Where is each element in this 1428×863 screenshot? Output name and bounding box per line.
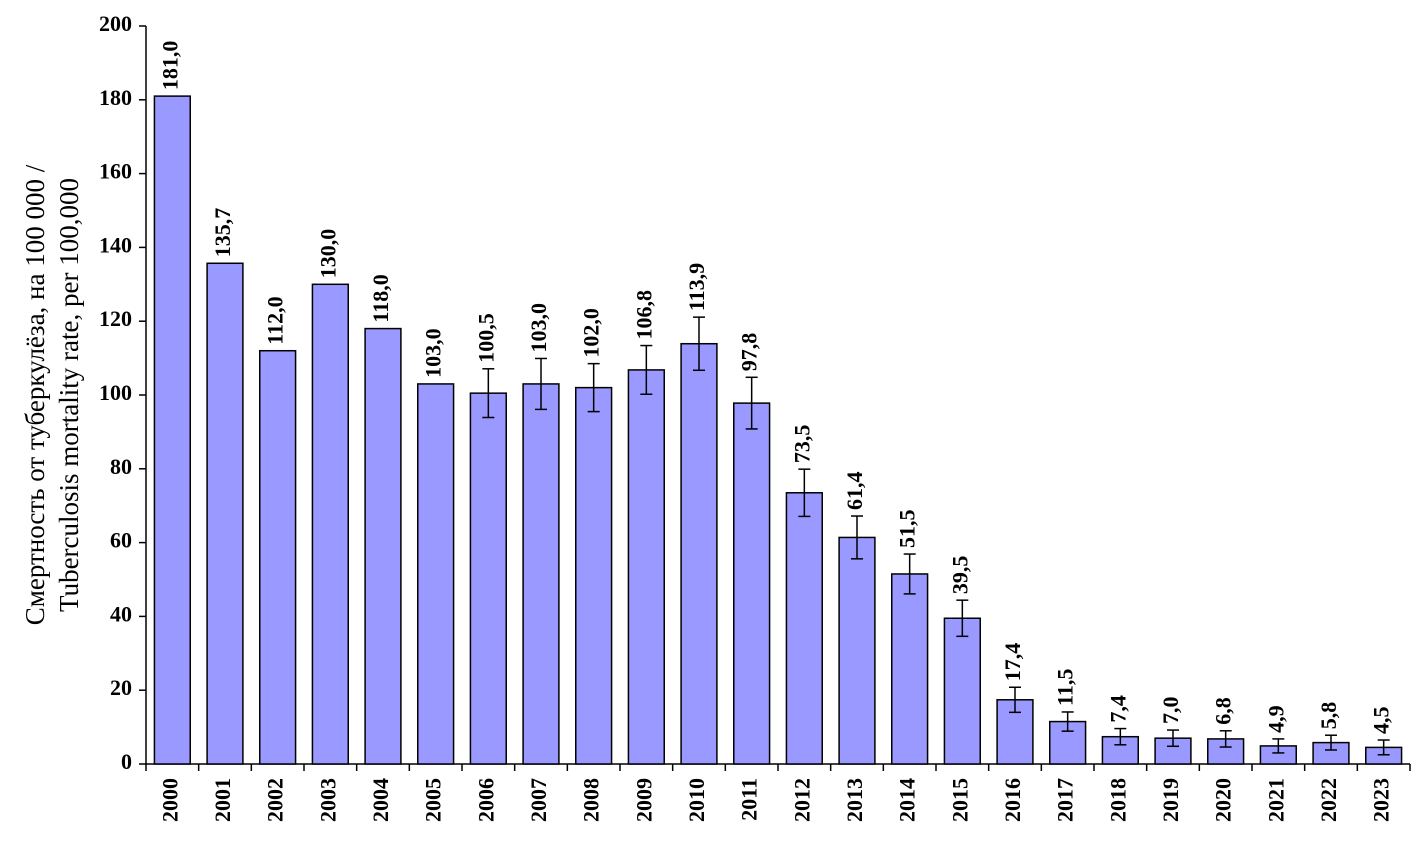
error-bar	[587, 362, 600, 413]
value-label: 7,4	[1105, 695, 1130, 723]
error-bar	[1272, 738, 1285, 754]
value-label: 4,5	[1369, 707, 1394, 735]
value-label: 7,0	[1158, 697, 1183, 725]
bar	[417, 383, 455, 765]
value-label: 130,0	[315, 229, 340, 279]
error-bar	[693, 316, 705, 372]
value-label: 11,5	[1053, 669, 1078, 706]
y-axis-label: Tuberculosis mortality rate, per 100,000	[54, 178, 84, 612]
value-label: 102,0	[579, 308, 604, 358]
x-tick-label: 2017	[1053, 778, 1078, 822]
bar	[575, 386, 613, 765]
value-label: 135,7	[210, 208, 235, 258]
x-tick-label: 2011	[737, 778, 762, 821]
value-label: 17,4	[1000, 643, 1025, 682]
x-tick-label: 2019	[1158, 778, 1183, 822]
x-tick-label: 2007	[526, 778, 551, 822]
bar	[891, 573, 929, 765]
bar	[259, 349, 297, 765]
bar	[153, 95, 191, 765]
value-label: 51,5	[895, 510, 920, 549]
value-label: 100,5	[473, 313, 498, 363]
x-tick-label: 2005	[421, 778, 446, 822]
error-bar	[798, 468, 811, 518]
value-label: 103,0	[421, 328, 446, 378]
x-tick-label: 2012	[789, 778, 814, 822]
bar	[680, 342, 718, 765]
error-bar	[1167, 729, 1179, 748]
error-bar	[956, 599, 969, 638]
x-tick-label: 2008	[579, 778, 604, 822]
x-tick-label: 2006	[473, 778, 498, 822]
bar	[838, 536, 876, 765]
x-tick-label: 2013	[842, 778, 867, 822]
value-label: 61,4	[842, 472, 867, 511]
x-tick-label: 2018	[1105, 778, 1130, 822]
error-bar	[903, 553, 916, 595]
error-bar	[1009, 686, 1021, 714]
error-bar	[1219, 730, 1232, 748]
bar	[364, 327, 402, 765]
bar	[206, 262, 244, 765]
x-tick-label: 2016	[1000, 778, 1025, 822]
y-tick-label: 20	[110, 675, 132, 700]
error-bar	[1377, 739, 1390, 756]
value-label: 97,8	[737, 333, 762, 372]
x-tick-label: 2003	[315, 778, 340, 822]
y-tick-label: 160	[99, 159, 132, 184]
y-tick-label: 180	[99, 85, 132, 110]
x-tick-label: 2015	[947, 778, 972, 822]
y-tick-label: 100	[99, 380, 132, 405]
x-tick-label: 2022	[1316, 778, 1341, 822]
y-axis-label: Смертность от туберкулёза, на 100 000 /	[20, 164, 50, 625]
y-tick-label: 40	[110, 601, 132, 626]
bar	[627, 369, 665, 765]
bar	[785, 492, 823, 765]
y-tick-label: 80	[110, 454, 132, 479]
value-label: 181,0	[157, 41, 182, 91]
error-bar	[1061, 711, 1074, 732]
x-tick-label: 2002	[263, 778, 288, 822]
x-tick-label: 2004	[368, 778, 393, 822]
error-bar	[640, 344, 653, 396]
error-bar	[1325, 734, 1337, 751]
error-bar	[535, 357, 547, 411]
bar	[522, 383, 560, 765]
value-label: 112,0	[263, 296, 288, 344]
value-label: 39,5	[947, 556, 972, 595]
value-label: 73,5	[789, 425, 814, 464]
value-label: 118,0	[368, 274, 393, 322]
value-label: 103,0	[526, 303, 551, 353]
bar	[469, 392, 507, 765]
bar	[733, 402, 771, 765]
y-tick-label: 120	[99, 306, 132, 331]
y-tick-label: 0	[121, 749, 132, 774]
x-tick-label: 2020	[1211, 778, 1236, 822]
x-tick-label: 2009	[631, 778, 656, 822]
bar	[943, 617, 981, 765]
bar	[311, 283, 349, 765]
y-tick-label: 140	[99, 232, 132, 257]
y-tick-label: 60	[110, 528, 132, 553]
value-label: 4,9	[1263, 705, 1288, 733]
y-tick-label: 200	[99, 11, 132, 36]
value-label: 113,9	[684, 263, 709, 311]
error-bar	[482, 368, 495, 419]
error-bar	[851, 515, 863, 560]
value-label: 5,8	[1316, 702, 1341, 730]
x-tick-label: 2000	[157, 778, 182, 822]
error-bar	[1114, 727, 1127, 746]
x-tick-label: 2021	[1263, 778, 1288, 822]
x-tick-label: 2023	[1369, 778, 1394, 822]
value-label: 106,8	[631, 290, 656, 340]
x-tick-label: 2001	[210, 778, 235, 822]
error-bar	[745, 376, 758, 430]
value-label: 6,8	[1211, 697, 1236, 725]
x-tick-label: 2010	[684, 778, 709, 822]
x-tick-label: 2014	[895, 778, 920, 822]
